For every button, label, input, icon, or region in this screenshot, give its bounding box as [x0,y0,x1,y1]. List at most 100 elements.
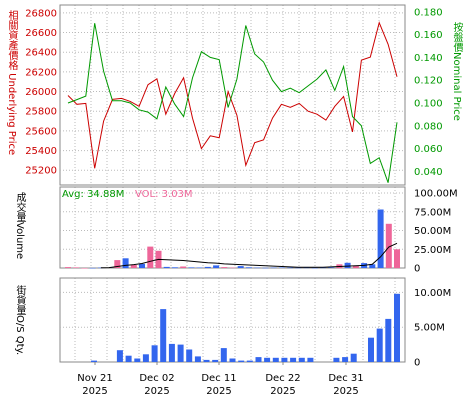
volume-bar [147,246,154,268]
volume-legend-vol: VOL: 3.03M [135,189,193,200]
volume-bar [171,267,178,269]
left-tick-label: 25200 [25,166,57,177]
os-bar [246,360,253,362]
os-bar [394,293,400,362]
os-bar [350,353,357,362]
volume-bar [188,267,195,268]
x-tick-label: Dec 11 [201,373,236,384]
volume-bar [311,267,318,269]
volume-bar [385,223,392,269]
os-bar [281,357,288,362]
os-bar [255,357,262,362]
os-bar [116,350,123,362]
os-bar [203,359,210,362]
os-bar [134,358,141,362]
os-bar [229,358,236,362]
price-panel-frame [59,4,406,186]
x-tick-year: 2025 [270,386,295,397]
volume-bar [287,267,294,269]
volume-tick-label: 50.00M [414,226,451,237]
x-tick-label: Dec 31 [328,373,363,384]
os-bar [238,360,245,362]
right-tick-label: 0.040 [414,167,443,178]
volume-bar [229,267,236,269]
x-tick-year: 2025 [206,386,231,397]
os-bar [272,357,279,362]
volume-bar [270,267,277,269]
volume-bar [139,263,145,268]
left-axis-label-os: 街貨量O/S Qty. [14,285,25,356]
left-tick-label: 26600 [25,28,57,39]
os-bar [368,337,374,362]
os-bar [307,357,314,362]
volume-tick-label: 25.00M [414,245,451,256]
volume-bar [204,266,211,268]
right-tick-label: 0.060 [414,144,443,155]
os-bar [194,356,201,362]
left-tick-label: 26800 [25,8,57,19]
volume-bar [394,249,400,269]
right-tick-label: 0.140 [414,53,443,64]
volume-tick-label: 0 [414,264,420,275]
x-tick-year: 2025 [82,386,107,397]
volume-legend-avg: Avg: 34.88M [62,189,124,200]
volume-bar [163,266,170,268]
volume-bar [262,267,269,269]
left-tick-label: 25600 [25,126,57,137]
volume-bar [245,267,252,269]
os-bar [91,360,97,362]
os-bar [186,349,193,362]
volume-bar [122,258,129,269]
os-tick-label: 10.00M [414,288,451,299]
os-tick-label: 0 [414,358,420,369]
volume-bar [344,262,351,269]
x-tick-label: Dec 22 [265,373,300,384]
right-tick-label: 0.160 [414,30,443,41]
left-tick-label: 25800 [25,107,57,118]
volume-average-line [100,242,398,269]
volume-bar [295,267,302,269]
os-bar [333,357,340,362]
os-bar [342,357,349,362]
left-tick-label: 26400 [25,48,57,59]
os-bar [142,354,149,362]
volume-bar [130,265,137,268]
volume-bar [352,265,359,269]
volume-panel: 0 25.00M 50.00M 75.00M 100.00M [59,186,458,275]
volume-bar [73,267,80,268]
volume-bar [237,266,244,268]
volume-bar [328,267,335,268]
os-bar [385,318,392,362]
os-bar [376,328,383,362]
volume-bar [65,267,71,268]
right-tick-label: 0.080 [414,121,443,132]
os-bar [125,355,132,362]
underlying-series-line [67,21,398,169]
volume-bar [81,268,88,269]
volume-bar [114,260,121,268]
volume-bar [213,265,220,268]
left-axis-label-price: 相關資產價格 Underlying Price [6,10,17,156]
right-tick-label: 0.100 [414,98,443,109]
x-tick-label: Dec 02 [139,373,174,384]
price-panel: 25200 25400 25600 25800 26000 26200 26400 26600… [25,4,443,186]
right-axis-label-price: 按盤價Nominal Price [451,22,462,121]
os-bar [298,357,305,362]
right-tick-label: 0.120 [414,76,443,87]
left-axis-label-volume: 成交量Volume [14,192,25,260]
os-panel: 0 5.00M 10.00M [59,277,451,369]
volume-bar [320,267,326,269]
left-tick-label: 25400 [25,146,57,157]
os-bar [220,348,227,362]
volume-tick-label: 100.00M [414,189,458,200]
volume-bar [303,267,310,269]
volume-tick-label: 75.00M [414,207,451,218]
nominal-series-line [67,23,398,183]
x-tick-year: 2025 [144,386,169,397]
os-bar [151,345,158,362]
x-tick-label: Nov 21 [77,373,112,384]
os-bar [264,357,271,362]
os-bar [168,343,175,362]
volume-bar [254,267,261,269]
